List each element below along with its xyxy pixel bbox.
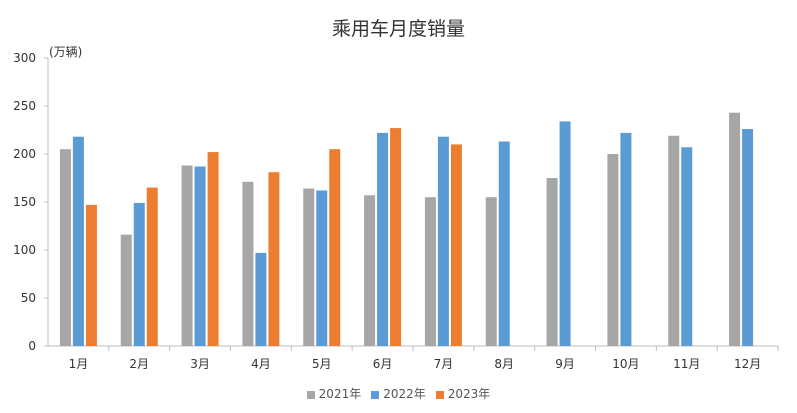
- bar-2021年-11月: [668, 135, 680, 346]
- bar-2022年-2月: [133, 202, 145, 346]
- x-tick-label: 12月: [734, 357, 761, 371]
- bar-2021年-12月: [729, 112, 741, 346]
- bar-2022年-7月: [437, 136, 449, 346]
- x-tick-label: 6月: [373, 357, 393, 371]
- bar-2021年-5月: [303, 188, 315, 346]
- legend-item: 2022年: [371, 385, 426, 402]
- bar-2023年-3月: [207, 152, 219, 346]
- bar-2021年-4月: [242, 181, 254, 346]
- x-tick-label: 1月: [69, 357, 89, 371]
- bar-2023年-5月: [329, 149, 341, 346]
- x-tick-label: 5月: [312, 357, 332, 371]
- chart-title: 乘用车月度销量: [331, 18, 465, 40]
- bar-2023年-1月: [85, 204, 97, 346]
- bar-2022年-10月: [620, 132, 632, 346]
- bar-2022年-12月: [742, 129, 754, 346]
- bar-2021年-8月: [485, 197, 497, 346]
- bar-2022年-6月: [377, 132, 389, 346]
- legend-label: 2023年: [447, 387, 491, 401]
- y-tick-label: 0: [28, 339, 36, 353]
- legend-swatch: [435, 390, 444, 399]
- bar-2023年-4月: [268, 172, 280, 346]
- legend-item: 2021年: [306, 385, 362, 402]
- x-tick-label: 10月: [612, 357, 639, 371]
- bar-2021年-6月: [364, 195, 376, 346]
- bar-2022年-9月: [559, 121, 571, 346]
- legend-swatch: [371, 390, 380, 399]
- bar-2021年-10月: [607, 154, 619, 346]
- y-tick-label: 50: [21, 291, 36, 305]
- bar-2023年-6月: [390, 128, 402, 346]
- y-tick-label: 250: [13, 99, 36, 113]
- bar-2022年-4月: [255, 252, 267, 346]
- bar-2022年-11月: [681, 147, 693, 346]
- x-tick-label: 8月: [494, 357, 514, 371]
- bar-2023年-7月: [450, 144, 462, 346]
- bar-2022年-8月: [498, 141, 510, 346]
- legend-item: 2023年: [435, 385, 491, 402]
- legend: 2021年 2022年 2023年: [0, 385, 797, 402]
- bar-2022年-5月: [316, 190, 328, 346]
- bar-2021年-9月: [546, 178, 558, 346]
- bar-2022年-3月: [194, 166, 206, 346]
- bar-2021年-1月: [59, 149, 71, 346]
- y-tick-label: 300: [13, 51, 36, 65]
- legend-swatch: [306, 390, 315, 399]
- bar-2023年-2月: [146, 187, 158, 346]
- y-tick-label: 150: [13, 195, 36, 209]
- legend-label: 2021年: [318, 387, 362, 401]
- x-tick-label: 4月: [251, 357, 271, 371]
- bar-2021年-3月: [181, 165, 193, 346]
- x-tick-label: 3月: [190, 357, 210, 371]
- x-tick-label: 11月: [673, 357, 700, 371]
- x-tick-label: 2月: [129, 357, 149, 371]
- bar-2021年-2月: [120, 234, 132, 346]
- y-axis-unit-label: (万辆): [49, 45, 83, 59]
- y-tick-label: 100: [13, 243, 36, 257]
- x-tick-label: 9月: [555, 357, 575, 371]
- x-tick-label: 7月: [434, 357, 454, 371]
- legend-label: 2022年: [383, 387, 426, 401]
- y-tick-label: 200: [13, 147, 36, 161]
- bar-2022年-1月: [72, 136, 84, 346]
- bar-2021年-7月: [424, 197, 436, 346]
